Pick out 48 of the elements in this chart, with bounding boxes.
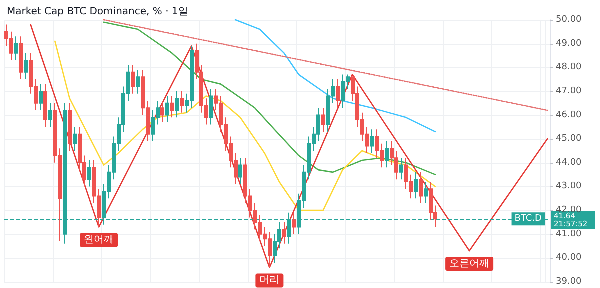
- candlestick: [370, 129, 374, 154]
- y-tick-label: 43.00: [556, 182, 582, 192]
- candlestick: [165, 96, 169, 123]
- candlestick: [136, 70, 140, 94]
- candlestick: [292, 212, 296, 235]
- y-tick-label: 45.00: [556, 134, 582, 144]
- candlestick: [175, 90, 179, 118]
- y-tick-label: 47.00: [556, 86, 582, 96]
- candlestick: [68, 102, 72, 152]
- y-tick-label: 41.00: [556, 229, 582, 240]
- candlestick: [19, 36, 23, 80]
- y-tick-label: 48.00: [556, 62, 582, 73]
- candlestick: [14, 36, 18, 61]
- candlestick: [131, 64, 135, 94]
- data-label: 오른어깨: [450, 258, 490, 270]
- candlestick: [238, 158, 242, 185]
- line-series: [234, 19, 436, 133]
- y-tick-label: 49.00: [556, 38, 582, 49]
- data-label: 왼어깨: [84, 234, 114, 246]
- candlestick: [73, 126, 77, 152]
- candlestick: [282, 222, 286, 244]
- y-tick-label: 40.00: [556, 253, 582, 264]
- candlestick: [39, 84, 43, 112]
- candlestick: [87, 160, 91, 188]
- candlestick: [48, 102, 52, 128]
- candlestick: [424, 181, 428, 204]
- candlestick: [414, 172, 418, 200]
- line-series: [30, 24, 548, 268]
- candlestick: [24, 52, 28, 80]
- y-tick-label: 46.00: [556, 110, 582, 120]
- candlestick: [180, 90, 184, 114]
- candlestick: [209, 88, 213, 126]
- data-label: 머리: [260, 275, 280, 286]
- line-series: [54, 40, 436, 212]
- candlestick: [399, 158, 403, 180]
- y-tick-label: 50.00: [556, 15, 582, 25]
- candlestick: [170, 96, 174, 118]
- candlestick: [43, 84, 47, 128]
- candlestick: [336, 79, 340, 109]
- candlestick: [321, 108, 325, 132]
- candlestick: [419, 172, 423, 204]
- ref-line-label: BTC.D: [514, 214, 542, 224]
- y-tick-label: 39.00: [556, 277, 582, 287]
- line-series: [103, 22, 436, 176]
- chart-title: Market Cap BTC Dominance, % · 1일: [7, 6, 188, 18]
- candlestick: [385, 140, 389, 168]
- candlestick: [160, 100, 164, 123]
- y-tick-label: 44.00: [556, 158, 582, 168]
